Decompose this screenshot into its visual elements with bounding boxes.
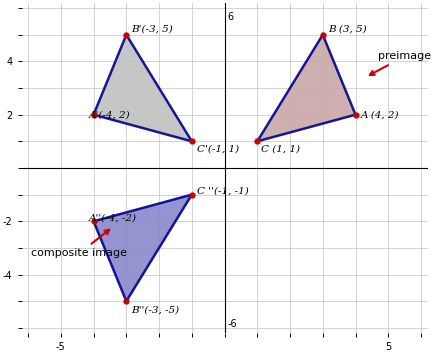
Polygon shape	[94, 35, 192, 141]
Text: C (1, 1): C (1, 1)	[261, 145, 300, 154]
Text: B''(-3, -5): B''(-3, -5)	[131, 305, 179, 314]
Polygon shape	[94, 195, 192, 301]
Text: B'(-3, 5): B'(-3, 5)	[131, 25, 173, 34]
Text: preimage: preimage	[370, 51, 431, 75]
Text: 6: 6	[227, 12, 233, 22]
Polygon shape	[257, 35, 355, 141]
Text: C'(-1, 1): C'(-1, 1)	[197, 145, 239, 154]
Text: B (3, 5): B (3, 5)	[328, 25, 366, 34]
Text: C ''(-1, -1): C ''(-1, -1)	[197, 187, 248, 196]
Text: A''(-4, -2): A''(-4, -2)	[89, 214, 137, 223]
Text: -6: -6	[227, 318, 237, 328]
Text: A (4, 2): A (4, 2)	[360, 110, 399, 119]
Text: composite image: composite image	[31, 230, 127, 258]
Text: A'(-4, 2): A'(-4, 2)	[89, 110, 130, 119]
